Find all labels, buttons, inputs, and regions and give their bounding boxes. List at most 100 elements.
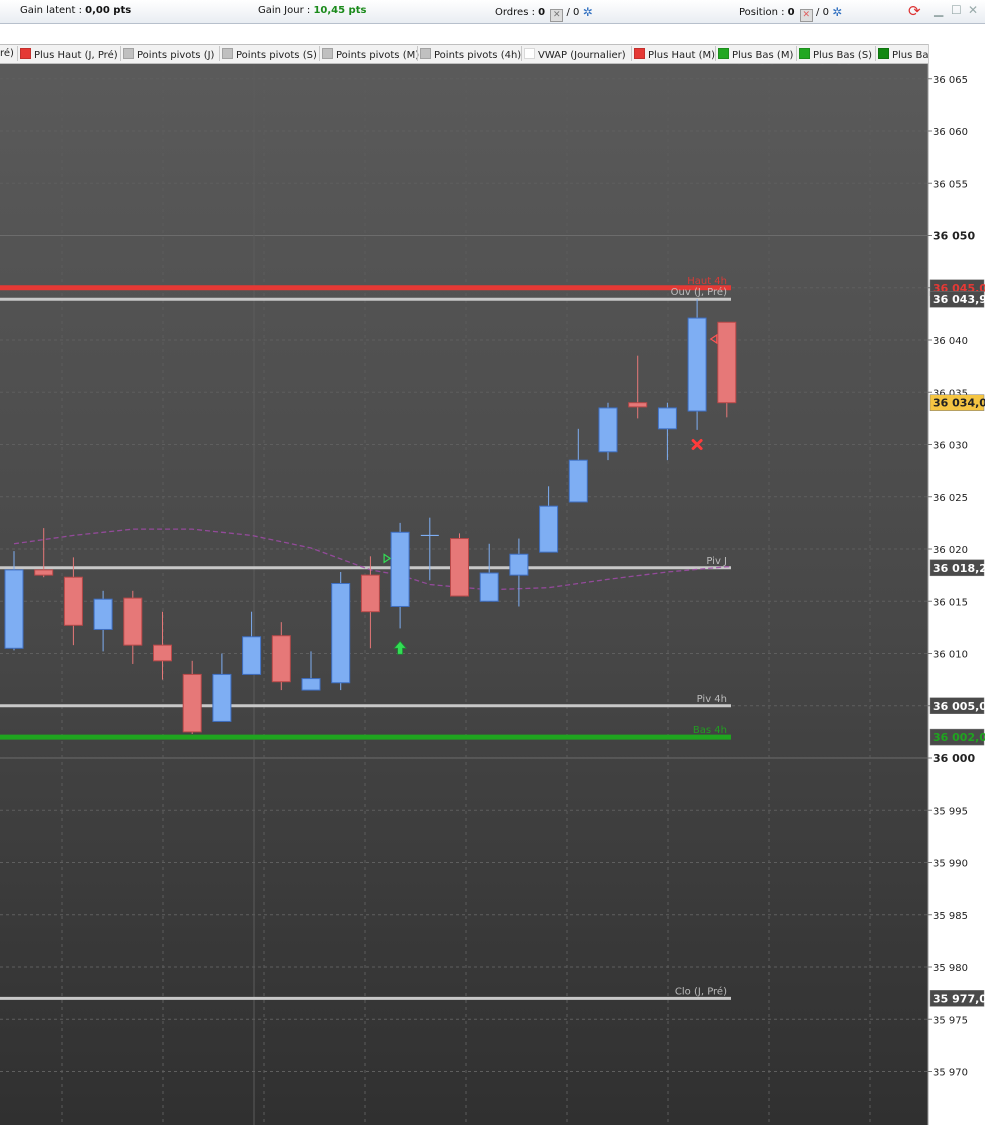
close-icon[interactable]: ✕	[968, 3, 979, 17]
orders-value: 0	[538, 7, 546, 18]
legend-label: Points pivots (M)	[336, 50, 420, 61]
candle-body	[242, 636, 262, 675]
legend-item[interactable]: Plus Haut (M)	[634, 48, 715, 61]
legend-swatch	[123, 48, 134, 59]
candle-body	[212, 673, 232, 722]
legend-swatch	[878, 48, 889, 59]
candle-body	[301, 678, 321, 691]
legend-label: Plus Ba	[892, 50, 928, 61]
exit-marker-icon	[709, 333, 718, 345]
legend-separator	[715, 46, 716, 61]
candle-body	[687, 317, 707, 412]
maximize-icon[interactable]: ☐	[951, 3, 962, 17]
legend-label: ré)	[0, 48, 14, 59]
price-axis-background	[928, 44, 985, 1125]
candle-body	[628, 402, 648, 408]
axis-tick-label: 36 055	[933, 179, 968, 190]
level-name: Piv 4h	[697, 694, 727, 705]
gain-latent-value: 0,00 pts	[85, 5, 132, 16]
legend-item[interactable]: Points pivots (4h)	[420, 48, 521, 61]
level-name: Piv J	[706, 556, 727, 567]
candle-body	[34, 569, 54, 576]
candle-body	[450, 538, 469, 597]
legend-label: Plus Haut (M)	[648, 50, 716, 61]
legend-swatch	[718, 48, 729, 59]
trade-markers	[383, 333, 718, 655]
position: Position : 0 ✕ / 0 ✲	[739, 5, 842, 22]
level-name: Bas 4h	[693, 725, 727, 736]
legend-separator	[319, 46, 320, 61]
trading-status-bar: Gain latent : 0,00 pts Gain Jour : 10,45…	[0, 0, 985, 24]
orders-label: Ordres :	[495, 7, 535, 18]
legend-separator	[120, 46, 121, 61]
gain-jour: Gain Jour : 10,45 pts	[258, 5, 366, 16]
price-label-box	[929, 559, 985, 577]
orders-settings-icon[interactable]: ✲	[582, 5, 593, 19]
legend-item[interactable]: Plus Ba	[878, 48, 928, 61]
candle-body	[93, 598, 113, 630]
candle-body	[509, 553, 529, 576]
legend-swatch	[799, 48, 810, 59]
orders-total: / 0	[566, 7, 580, 18]
candles	[4, 299, 737, 734]
axis-tick-label: 36 035	[933, 388, 968, 399]
legend-label: Plus Haut (J, Pré)	[34, 50, 118, 61]
axis-tick-label: 36 020	[933, 545, 968, 556]
legend-label: Plus Bas (S)	[813, 50, 873, 61]
legend-separator	[219, 46, 220, 61]
entry-marker-icon	[383, 553, 392, 564]
legend-label: Points pivots (J)	[137, 50, 215, 61]
cancel-orders-icon[interactable]: ✕	[550, 9, 564, 22]
legend-swatch	[222, 48, 233, 59]
legend-item[interactable]: Plus Haut (J, Pré)	[20, 48, 118, 61]
axis-tick-label: 36 015	[933, 597, 968, 608]
candle-body	[123, 597, 143, 646]
legend-item[interactable]: Plus Bas (S)	[799, 48, 872, 61]
refresh-icon[interactable]: ⟳	[908, 2, 921, 20]
candle-body	[63, 576, 83, 626]
price-label-box	[929, 290, 985, 308]
position-settings-icon[interactable]: ✲	[832, 5, 843, 19]
legend-label: VWAP (Journalier)	[538, 50, 626, 61]
position-value: 0	[787, 7, 795, 18]
legend-item[interactable]: Points pivots (M)	[322, 48, 419, 61]
price-label-text: 36 018,2	[933, 562, 985, 575]
legend-item[interactable]: Plus Bas (M)	[718, 48, 793, 61]
legend-item[interactable]: Points pivots (J)	[123, 48, 214, 61]
legend-swatch	[634, 48, 645, 59]
toolbar-gap	[0, 24, 985, 44]
axis-tick-label: 35 990	[933, 859, 968, 870]
price-label-box	[929, 990, 985, 1007]
orders: Ordres : 0 ✕ / 0 ✲	[495, 5, 593, 22]
candle-body	[568, 459, 588, 503]
legend-item[interactable]: Points pivots (S)	[222, 48, 317, 61]
candle-body	[360, 574, 380, 613]
price-label-box	[929, 697, 985, 714]
axis-tick-label: 35 980	[933, 963, 968, 974]
legend-separator	[796, 46, 797, 61]
price-label-text: 35 977,0	[933, 992, 985, 1005]
buy-arrow-icon	[393, 640, 407, 655]
minimize-icon[interactable]: ▁	[934, 3, 944, 17]
legend-swatch	[20, 48, 31, 59]
candle-body	[182, 673, 202, 733]
gain-jour-label: Gain Jour :	[258, 5, 311, 16]
legend-item[interactable]: VWAP (Journalier)	[524, 48, 626, 61]
candle-body	[657, 407, 677, 430]
gain-latent-label: Gain latent :	[20, 5, 82, 16]
position-total: / 0	[816, 7, 829, 18]
legend-item[interactable]: ré)	[0, 48, 14, 59]
axis-tick-label: 36 000	[933, 752, 975, 765]
price-label-text: 36 002,0	[933, 731, 985, 744]
candle-body	[331, 582, 351, 684]
legend-separator	[17, 46, 18, 61]
legend-separator	[631, 46, 632, 61]
axis-tick-label: 35 995	[933, 806, 968, 817]
price-label-text: 36 043,9	[933, 293, 985, 306]
candle-body	[598, 407, 618, 453]
level-name: Ouv (J, Pré)	[671, 286, 727, 298]
close-position-icon[interactable]: ✕	[799, 9, 813, 22]
candle-body	[390, 531, 410, 607]
gain-jour-value: 10,45 pts	[313, 5, 367, 16]
